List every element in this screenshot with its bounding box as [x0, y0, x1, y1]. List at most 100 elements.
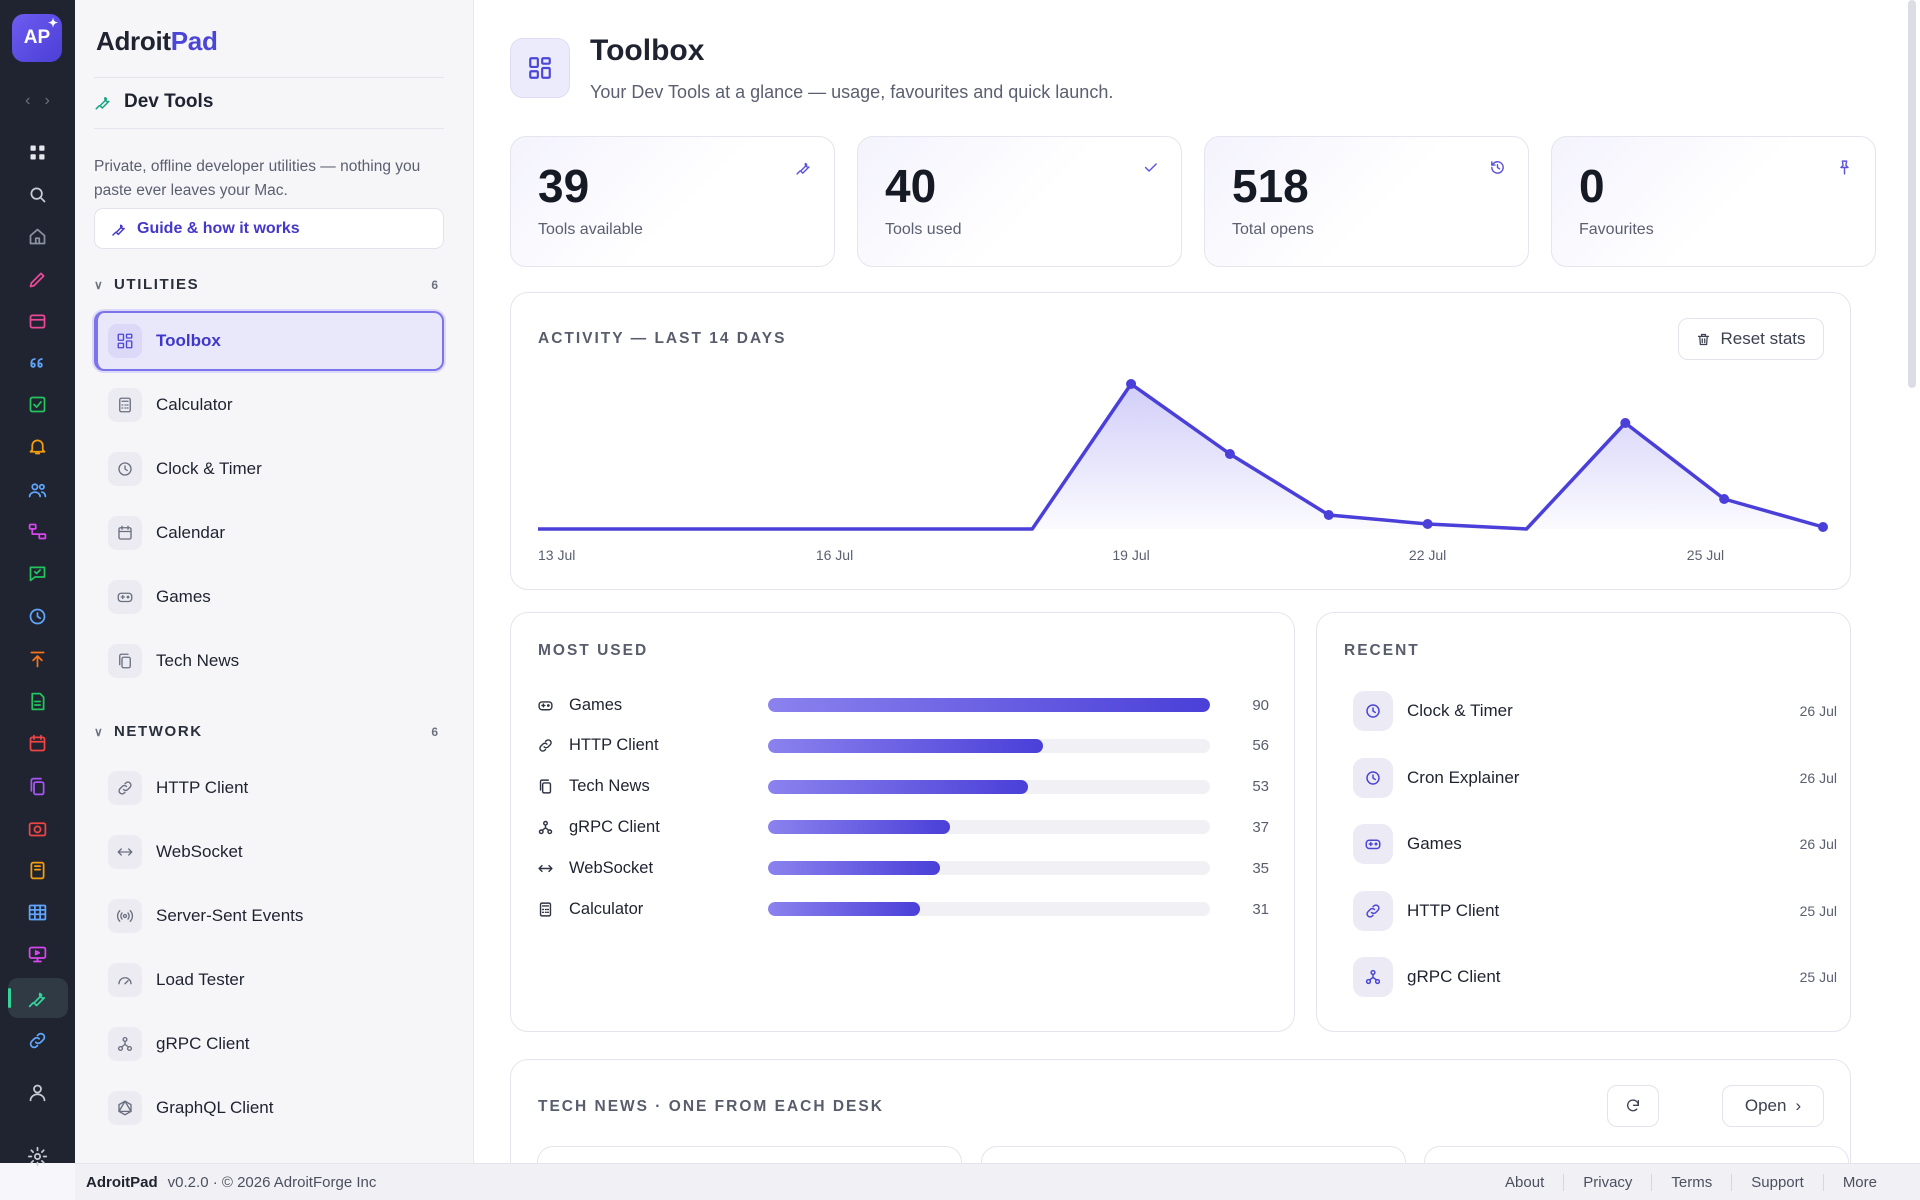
- sidebar-item-games[interactable]: Games: [94, 567, 444, 627]
- activity-point[interactable]: [1719, 494, 1730, 504]
- table-icon[interactable]: [24, 899, 50, 925]
- footer-link-terms[interactable]: Terms: [1651, 1173, 1731, 1191]
- most-used-row[interactable]: gRPC Client 37: [537, 813, 1269, 841]
- users-icon[interactable]: [24, 476, 50, 502]
- gamepad-icon: [1353, 824, 1393, 865]
- group-utilities-header[interactable]: ∨ UTILITIES 6: [94, 276, 444, 293]
- notebook-icon[interactable]: [24, 857, 50, 883]
- refresh-button[interactable]: [1607, 1085, 1659, 1127]
- footer-link-about[interactable]: About: [1505, 1173, 1545, 1191]
- recent-row[interactable]: Clock & Timer 26 Jul: [1353, 689, 1837, 733]
- recent-row[interactable]: HTTP Client 25 Jul: [1353, 889, 1837, 933]
- chat-icon[interactable]: [24, 560, 50, 586]
- most-used-count: 90: [1252, 696, 1269, 714]
- group-network-header[interactable]: ∨ NETWORK 6: [94, 723, 444, 740]
- sidebar-item-toolbox[interactable]: Toolbox: [94, 311, 444, 371]
- chevron-down-icon: ∨: [94, 724, 105, 739]
- presentation-icon[interactable]: [24, 941, 50, 967]
- activity-point[interactable]: [1224, 449, 1235, 459]
- document-icon[interactable]: [24, 688, 50, 714]
- stat-card: 40 Tools used: [857, 136, 1182, 267]
- sidebar-item-grpc-client[interactable]: gRPC Client: [94, 1014, 444, 1074]
- activity-point[interactable]: [1126, 379, 1137, 389]
- recent-row[interactable]: gRPC Client 25 Jul: [1353, 955, 1837, 999]
- calendar-icon[interactable]: [24, 730, 50, 756]
- most-used-row[interactable]: WebSocket 35: [537, 854, 1269, 882]
- activity-point[interactable]: [1818, 522, 1828, 532]
- clock-icon[interactable]: [24, 603, 50, 629]
- sidebar-item-label: Server-Sent Events: [156, 906, 304, 925]
- x-tick-label: 13 Jul: [538, 547, 575, 563]
- most-used-title: MOST USED: [538, 642, 649, 659]
- most-used-row[interactable]: HTTP Client 56: [537, 732, 1269, 760]
- calendar-icon: [108, 516, 142, 550]
- activity-point[interactable]: [1323, 510, 1334, 520]
- settings-icon[interactable]: [24, 1143, 50, 1169]
- reset-stats-button[interactable]: Reset stats: [1678, 318, 1824, 360]
- recent-row[interactable]: Games 26 Jul: [1353, 822, 1837, 866]
- sidebar-item-tech-news[interactable]: Tech News: [94, 631, 444, 691]
- app-logo[interactable]: AP ✦: [12, 14, 62, 62]
- quote-icon[interactable]: [24, 349, 50, 375]
- usage-bar-fill: [768, 861, 940, 876]
- sidebar-item-calendar[interactable]: Calendar: [94, 503, 444, 563]
- pencil-icon[interactable]: [24, 266, 50, 292]
- news-card[interactable]: [1424, 1146, 1849, 1163]
- most-used-label: HTTP Client: [569, 736, 659, 755]
- check-square-icon[interactable]: [24, 391, 50, 417]
- stat-label: Favourites: [1579, 221, 1654, 238]
- clock-icon: [1353, 691, 1393, 731]
- user-icon[interactable]: [24, 1079, 50, 1105]
- sidebar-item-server-sent-events[interactable]: Server-Sent Events: [94, 886, 444, 946]
- home-icon[interactable]: [24, 223, 50, 249]
- wrench-icon[interactable]: [24, 985, 50, 1011]
- most-used-row[interactable]: Calculator 31: [537, 895, 1269, 923]
- sidebar-item-websocket[interactable]: WebSocket: [94, 822, 444, 882]
- sidebar-item-label: Calculator: [156, 395, 233, 414]
- upload-icon[interactable]: [24, 646, 50, 672]
- main-scrollbar[interactable]: [1908, 0, 1916, 388]
- back-arrow-icon[interactable]: ‹: [25, 92, 31, 109]
- group-count: 6: [431, 277, 438, 292]
- grid-icon[interactable]: [24, 139, 50, 165]
- sidebar-item-label: Calendar: [156, 523, 225, 542]
- section-title-label: Dev Tools: [124, 91, 214, 112]
- guide-button[interactable]: Guide & how it works: [94, 208, 444, 249]
- sidebar-item-graphql-client[interactable]: GraphQL Client: [94, 1078, 444, 1138]
- sidebar-item-calculator[interactable]: Calculator: [94, 375, 444, 435]
- refresh-icon: [1625, 1098, 1641, 1114]
- copy-icon[interactable]: [24, 773, 50, 799]
- footer-link-support[interactable]: Support: [1731, 1173, 1823, 1191]
- footer-link-privacy[interactable]: Privacy: [1563, 1173, 1651, 1191]
- inbox-icon[interactable]: [24, 308, 50, 334]
- link-icon: [1353, 890, 1393, 931]
- search-icon[interactable]: [24, 181, 50, 207]
- stat-card: 0 Favourites: [1551, 136, 1876, 267]
- bell-icon[interactable]: [24, 433, 50, 459]
- activity-point[interactable]: [1620, 418, 1631, 428]
- most-used-row[interactable]: Games 90: [537, 691, 1269, 719]
- forward-arrow-icon[interactable]: ›: [44, 92, 50, 109]
- clock-icon: [108, 452, 142, 486]
- news-card[interactable]: [537, 1146, 962, 1163]
- sidebar-item-load-tester[interactable]: Load Tester: [94, 950, 444, 1010]
- camera-icon[interactable]: [24, 815, 50, 841]
- news-card[interactable]: [981, 1146, 1406, 1163]
- activity-point[interactable]: [1422, 519, 1433, 529]
- workflow-icon[interactable]: [24, 518, 50, 544]
- sidebar-item-clock-timer[interactable]: Clock & Timer: [94, 439, 444, 499]
- arrows-icon: [537, 860, 557, 877]
- copy-icon: [108, 644, 142, 678]
- gamepad-icon: [537, 697, 557, 714]
- stat-card: 39 Tools available: [510, 136, 835, 267]
- recent-row[interactable]: Cron Explainer 26 Jul: [1353, 756, 1837, 800]
- open-news-button[interactable]: Open ›: [1722, 1085, 1824, 1127]
- sidebar-item-label: Clock & Timer: [156, 459, 262, 478]
- sidebar-item-http-client[interactable]: HTTP Client: [94, 758, 444, 818]
- most-used-count: 35: [1252, 859, 1269, 877]
- footer-link-more[interactable]: More: [1822, 1173, 1896, 1191]
- link-icon[interactable]: [24, 1027, 50, 1053]
- most-used-row[interactable]: Tech News 53: [537, 773, 1269, 801]
- link-icon: [108, 771, 142, 805]
- most-used-label: gRPC Client: [569, 817, 660, 836]
